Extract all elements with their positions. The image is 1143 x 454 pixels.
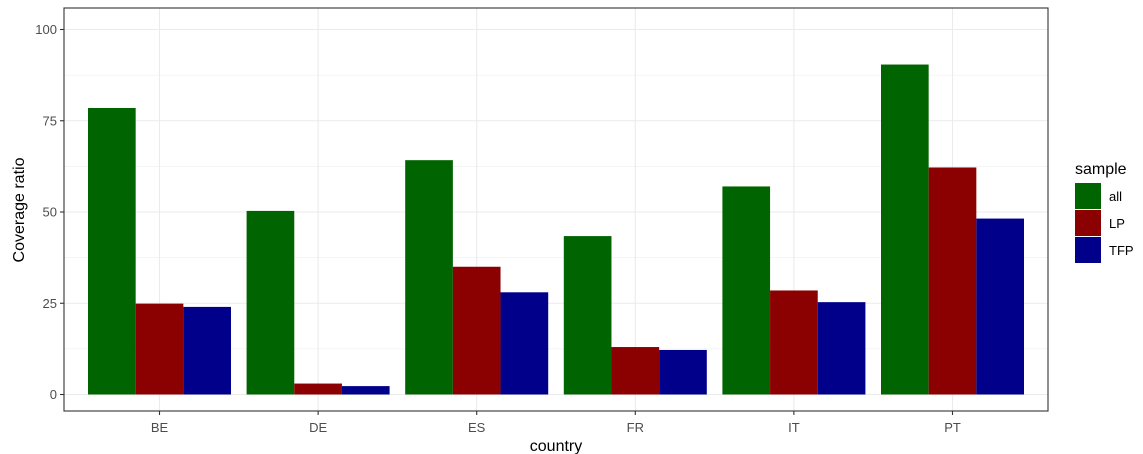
bar-de-lp <box>294 383 342 395</box>
x-axis-title: country <box>530 438 582 454</box>
bar-it-lp <box>770 290 818 395</box>
x-axis: BE DE ES FR IT PT <box>151 411 961 435</box>
bar-be-all <box>88 107 136 395</box>
y-tick-label: 50 <box>43 205 57 220</box>
x-tick-label: IT <box>788 420 800 435</box>
bar-it-tfp <box>817 302 866 395</box>
bar-es-tfp <box>500 292 549 395</box>
bar-pt-tfp <box>976 218 1024 395</box>
bar-pt-all <box>881 64 929 395</box>
bar-fr-all <box>563 236 612 395</box>
bar-es-lp <box>452 266 501 395</box>
legend-title: sample <box>1075 161 1127 178</box>
x-tick-label: ES <box>468 420 486 435</box>
bar-es-all <box>405 160 453 395</box>
bar-be-lp <box>135 303 184 395</box>
bar-fr-lp <box>611 347 660 395</box>
x-tick-label: DE <box>309 420 327 435</box>
x-tick-label: PT <box>944 420 961 435</box>
legend-key-lp <box>1075 210 1101 236</box>
legend-label-lp: LP <box>1109 216 1125 231</box>
bar-fr-tfp <box>659 349 707 395</box>
legend-key-tfp <box>1075 237 1101 263</box>
bar-it-all <box>722 186 771 395</box>
legend-key-all <box>1075 183 1101 209</box>
legend-label-tfp: TFP <box>1109 243 1134 258</box>
bar-be-tfp <box>183 306 231 395</box>
y-tick-label: 25 <box>43 296 57 311</box>
bar-pt-lp <box>928 167 977 395</box>
y-tick-label: 100 <box>35 22 57 37</box>
y-tick-label: 0 <box>50 387 57 402</box>
x-tick-label: FR <box>627 420 644 435</box>
legend: sample all LP TFP <box>1075 161 1134 263</box>
y-axis-title: Coverage ratio <box>11 157 28 262</box>
y-axis: 0 25 50 75 100 <box>35 22 64 402</box>
x-tick-label: BE <box>151 420 169 435</box>
bar-de-tfp <box>341 386 390 395</box>
bars-group <box>88 64 1024 395</box>
legend-label-all: all <box>1109 189 1122 204</box>
bar-de-all <box>246 210 295 395</box>
y-tick-label: 75 <box>43 113 57 128</box>
plot-panel-border <box>63 7 1049 412</box>
